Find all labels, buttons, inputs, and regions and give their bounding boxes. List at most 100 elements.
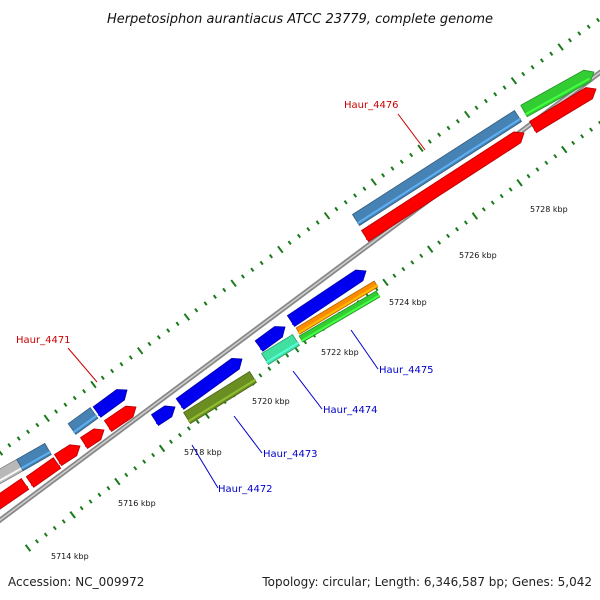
feature-orange-4475-highlight	[297, 284, 378, 334]
lower-tick-dot	[114, 477, 121, 486]
feature-aquamarine-4474-highlight	[265, 342, 299, 364]
feature-steelblue-1[interactable]	[16, 442, 52, 472]
feature-red-4476-body	[360, 131, 525, 243]
feature-red-4[interactable]	[79, 428, 105, 449]
feature-green-right-body	[520, 69, 595, 118]
upper-tick-dot	[230, 279, 237, 288]
genome-summary-text: Topology: circular; Length: 6,346,587 bp…	[261, 575, 592, 589]
feature-blue-4471[interactable]	[92, 389, 128, 418]
lower-tick-dot	[285, 353, 290, 358]
upper-tick-dot	[455, 119, 460, 124]
feature-blue-4471-highlight	[98, 396, 124, 416]
lower-tick-dot	[276, 359, 281, 365]
feature-red-4476[interactable]	[360, 131, 525, 243]
feature-olive-4473[interactable]	[183, 370, 257, 425]
tick-label-5726: 5726 kbp	[459, 251, 497, 260]
lower-tick-dot	[124, 472, 129, 478]
lower-tick-dot	[535, 167, 540, 172]
feature-blue-4472-body	[175, 357, 243, 410]
feature-olive-4473-highlight	[187, 379, 256, 423]
feature-red-4-highlight	[84, 436, 101, 447]
upper-tick-dot	[90, 380, 97, 389]
feature-steelblue-2[interactable]	[67, 407, 99, 435]
upper-tick-dot	[119, 362, 124, 367]
lower-tick-dot	[34, 539, 39, 544]
upper-tick-dot	[530, 65, 535, 70]
lower-tick-dot	[553, 154, 558, 159]
feature-blue-small-body	[150, 405, 176, 426]
lower-tick-dot	[169, 439, 173, 444]
upper-tick-dot	[306, 227, 311, 232]
callout-line-haur-4475	[350, 329, 379, 370]
upper-tick-dot	[446, 125, 451, 131]
lower-tick-dot	[598, 120, 600, 125]
feature-blue-4475-a[interactable]	[286, 269, 367, 327]
gene-label-haur-4475[interactable]: Haur_4475	[379, 365, 434, 376]
feature-blue-small[interactable]	[150, 405, 176, 426]
gene-label-haur-4472[interactable]: Haur_4472	[218, 484, 273, 495]
feature-red-2[interactable]	[25, 457, 62, 488]
upper-tick-dot	[194, 308, 199, 313]
upper-tick-dot	[417, 144, 424, 153]
lower-tick-dot	[544, 160, 549, 166]
feature-steelblue-1-body	[16, 442, 52, 472]
feature-green-4475[interactable]	[298, 290, 381, 343]
lower-tick-dot	[571, 140, 576, 146]
feature-aquamarine-4474[interactable]	[261, 333, 300, 366]
lower-tick-dot	[561, 145, 568, 154]
feature-blue-4472[interactable]	[175, 357, 243, 410]
feature-red-5-highlight	[109, 413, 133, 430]
lower-tick-dot	[177, 432, 182, 438]
feature-red-right[interactable]	[529, 87, 597, 134]
gene-label-haur-4473[interactable]: Haur_4473	[263, 449, 318, 460]
upper-tick-dot	[567, 38, 572, 43]
feature-red-5-body	[103, 405, 137, 432]
lower-tick-dot	[382, 278, 389, 287]
feature-orange-4475[interactable]	[295, 280, 379, 335]
lower-tick-dot	[401, 266, 406, 272]
upper-tick-dot	[277, 245, 284, 254]
lower-tick-dot	[267, 366, 272, 371]
upper-tick-dot	[586, 24, 591, 29]
feature-red-5[interactable]	[103, 405, 137, 432]
gene-label-haur-4474[interactable]: Haur_4474	[323, 405, 378, 416]
lower-tick-dot	[419, 253, 424, 259]
feature-red-1[interactable]	[0, 478, 30, 514]
upper-tick-dot	[399, 159, 404, 164]
feature-blue-4474-a[interactable]	[254, 326, 286, 352]
feature-red-3[interactable]	[53, 444, 81, 467]
feature-blue-4472-highlight	[181, 365, 239, 408]
feature-green-right-highlight	[524, 78, 590, 116]
upper-tick-dot	[240, 274, 245, 279]
lower-tick-dot	[426, 245, 434, 253]
map-title: Herpetosiphon aurantiacus ATCC 23779, co…	[107, 12, 493, 27]
lower-tick-dot	[526, 173, 531, 179]
gene-label-haur-4471[interactable]: Haur_4471	[16, 335, 71, 346]
feature-steelblue-2-body	[67, 407, 99, 435]
feature-red-right-body	[529, 87, 597, 134]
upper-tick-dot	[353, 193, 358, 198]
upper-tick-dot	[557, 43, 564, 51]
lower-tick-dot	[88, 499, 93, 504]
feature-blue-4474-a-highlight	[260, 333, 282, 350]
feature-steelblue-4476[interactable]	[351, 109, 523, 227]
lower-tick-dot	[455, 227, 459, 232]
feature-track	[0, 69, 597, 514]
lower-tick-dot	[516, 178, 523, 187]
feature-steelblue-4476-highlight	[356, 118, 521, 225]
lower-tick-dot	[43, 532, 48, 537]
feature-blue-4471-body	[92, 389, 128, 418]
lower-tick-dot	[195, 419, 200, 425]
feature-red-4-body	[79, 428, 105, 449]
upper-tick-dot	[287, 240, 292, 245]
feature-green-4475-highlight	[300, 294, 380, 342]
lower-tick-dot	[186, 426, 191, 431]
callout-line-haur-4474	[292, 370, 323, 410]
upper-tick-dot	[0, 450, 4, 456]
feature-green-right[interactable]	[520, 69, 595, 118]
gene-label-haur-4476[interactable]: Haur_4476	[344, 100, 399, 111]
upper-tick-dot	[596, 17, 600, 23]
lower-tick-dot	[106, 486, 111, 491]
feature-red-right-highlight	[533, 95, 592, 132]
upper-tick-dot	[370, 178, 377, 186]
